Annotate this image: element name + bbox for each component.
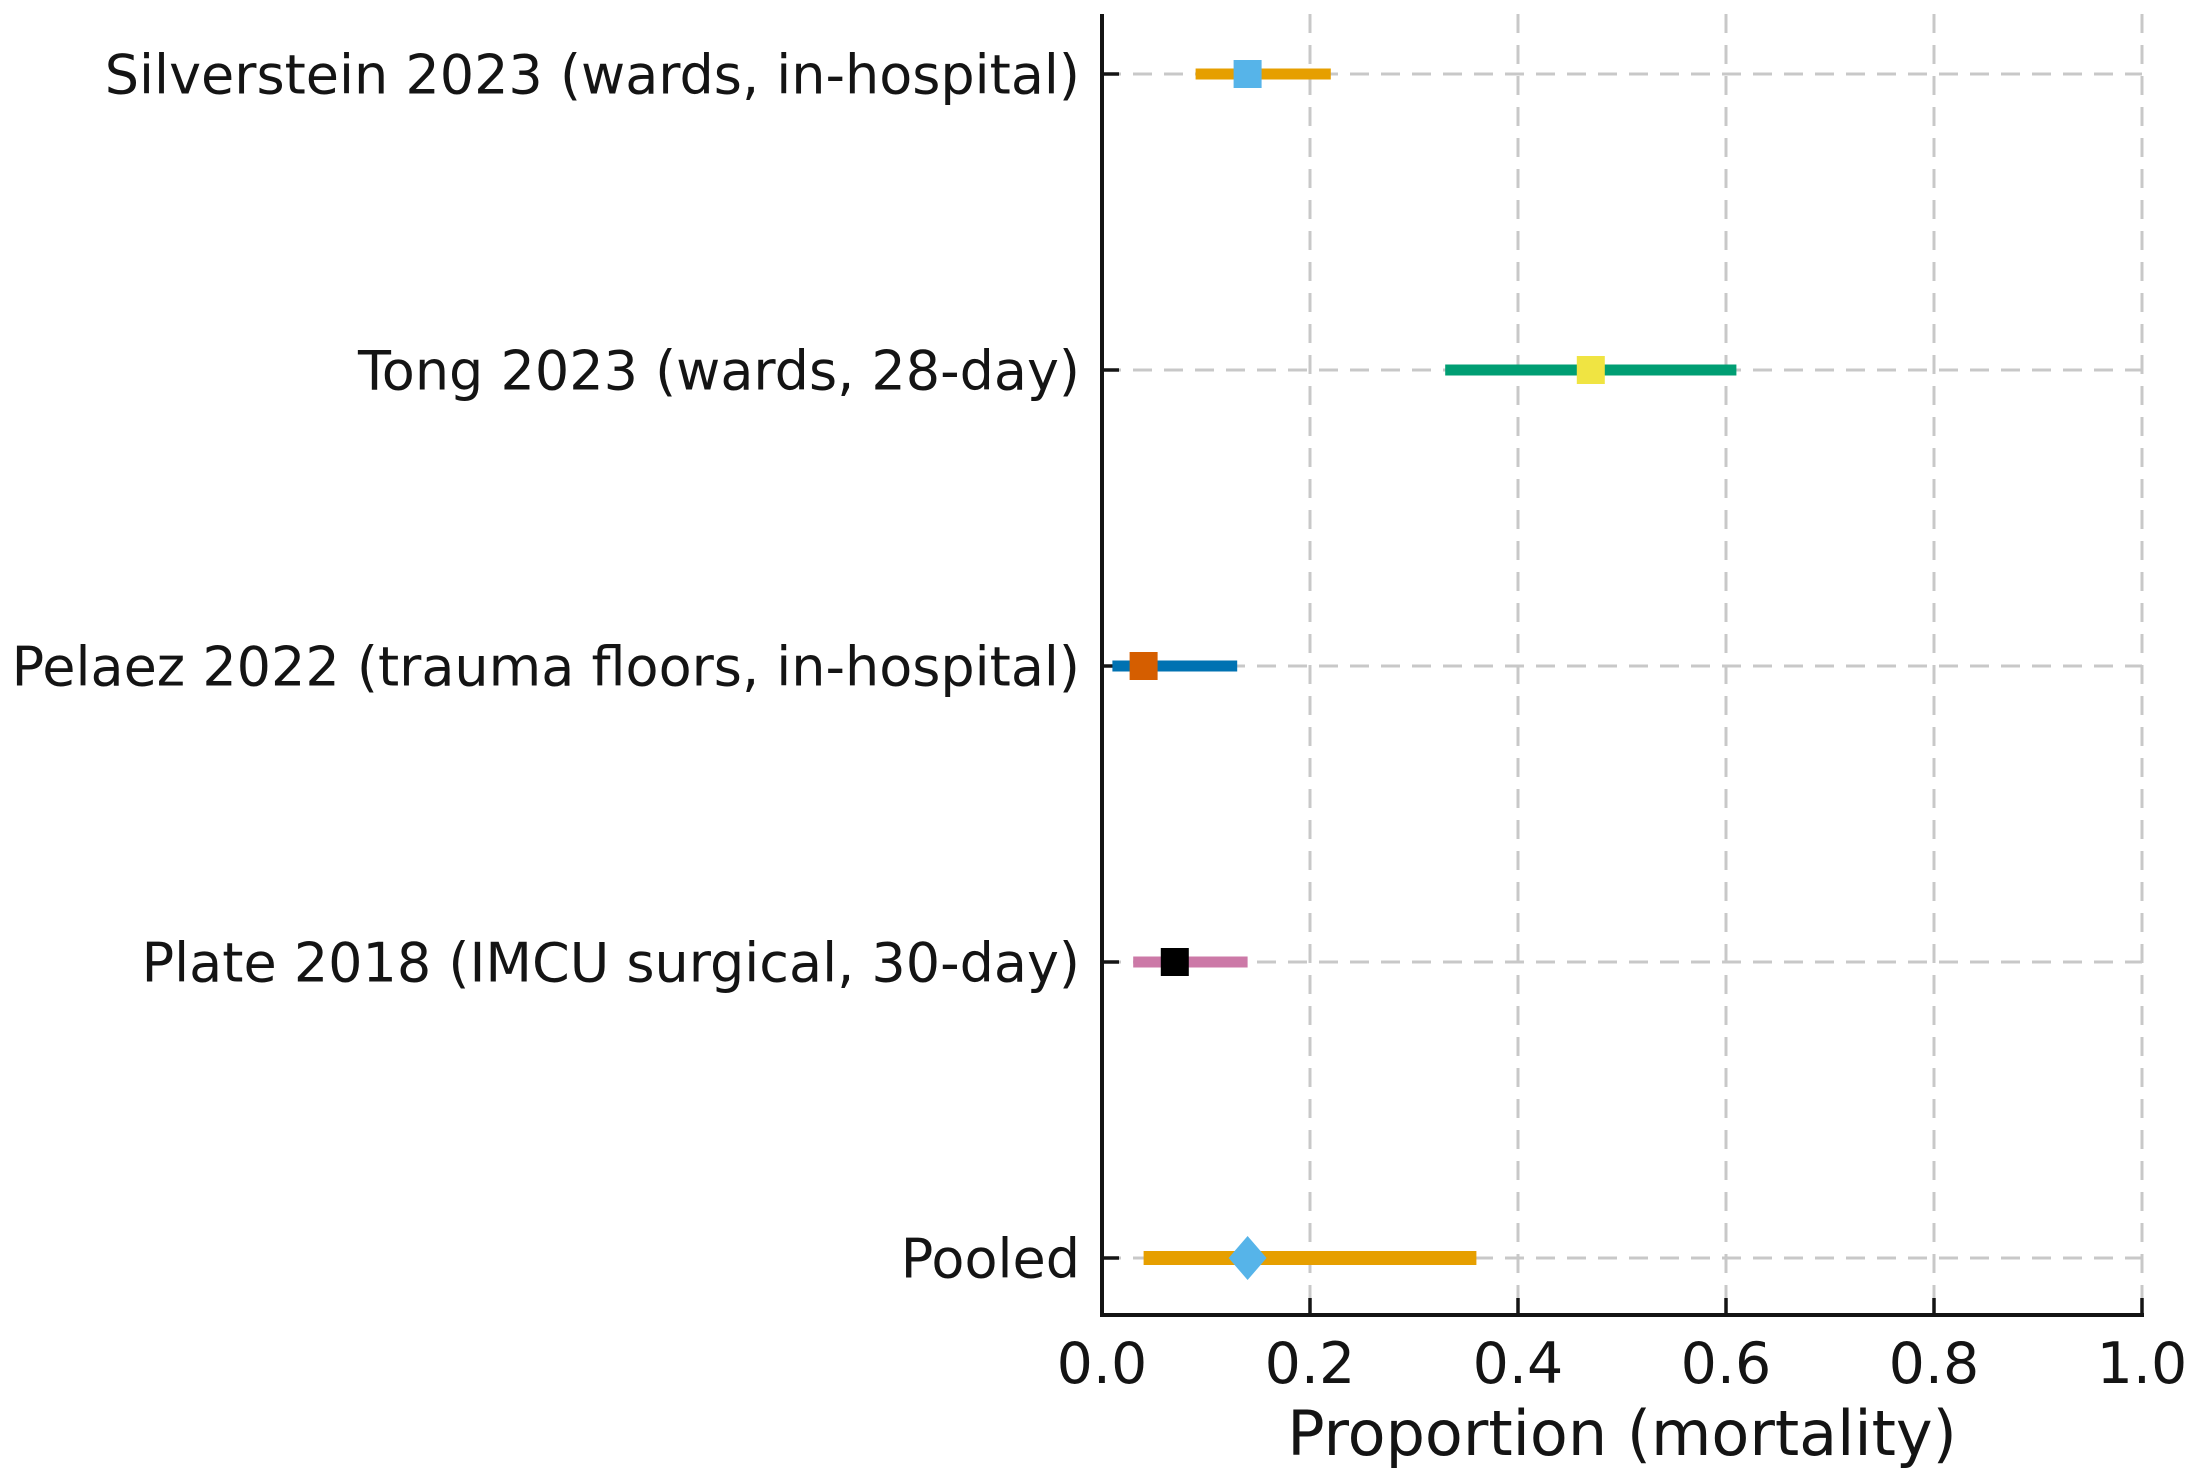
x-tick-label: 0.2 xyxy=(1265,1331,1356,1397)
estimate-marker xyxy=(1160,948,1189,976)
study-label: Pooled xyxy=(901,1227,1080,1290)
x-tick-label: 0.6 xyxy=(1681,1331,1772,1397)
x-tick-label: 1.0 xyxy=(2097,1331,2188,1397)
x-axis-label: Proportion (mortality) xyxy=(1287,1397,1957,1470)
x-tick-label: 0.8 xyxy=(1889,1331,1980,1397)
x-tick-label: 0.0 xyxy=(1057,1331,1148,1397)
estimate-marker xyxy=(1233,60,1262,88)
estimate-marker xyxy=(1576,356,1605,384)
study-label: Tong 2023 (wards, 28-day) xyxy=(357,339,1080,402)
x-tick-label: 0.4 xyxy=(1473,1331,1564,1397)
study-label: Pelaez 2022 (trauma floors, in-hospital) xyxy=(12,635,1080,698)
study-label: Plate 2018 (IMCU surgical, 30-day) xyxy=(142,931,1080,994)
pooled-estimate-marker xyxy=(1228,1236,1267,1280)
estimate-marker xyxy=(1129,652,1158,680)
study-label: Silverstein 2023 (wards, in-hospital) xyxy=(105,43,1080,106)
